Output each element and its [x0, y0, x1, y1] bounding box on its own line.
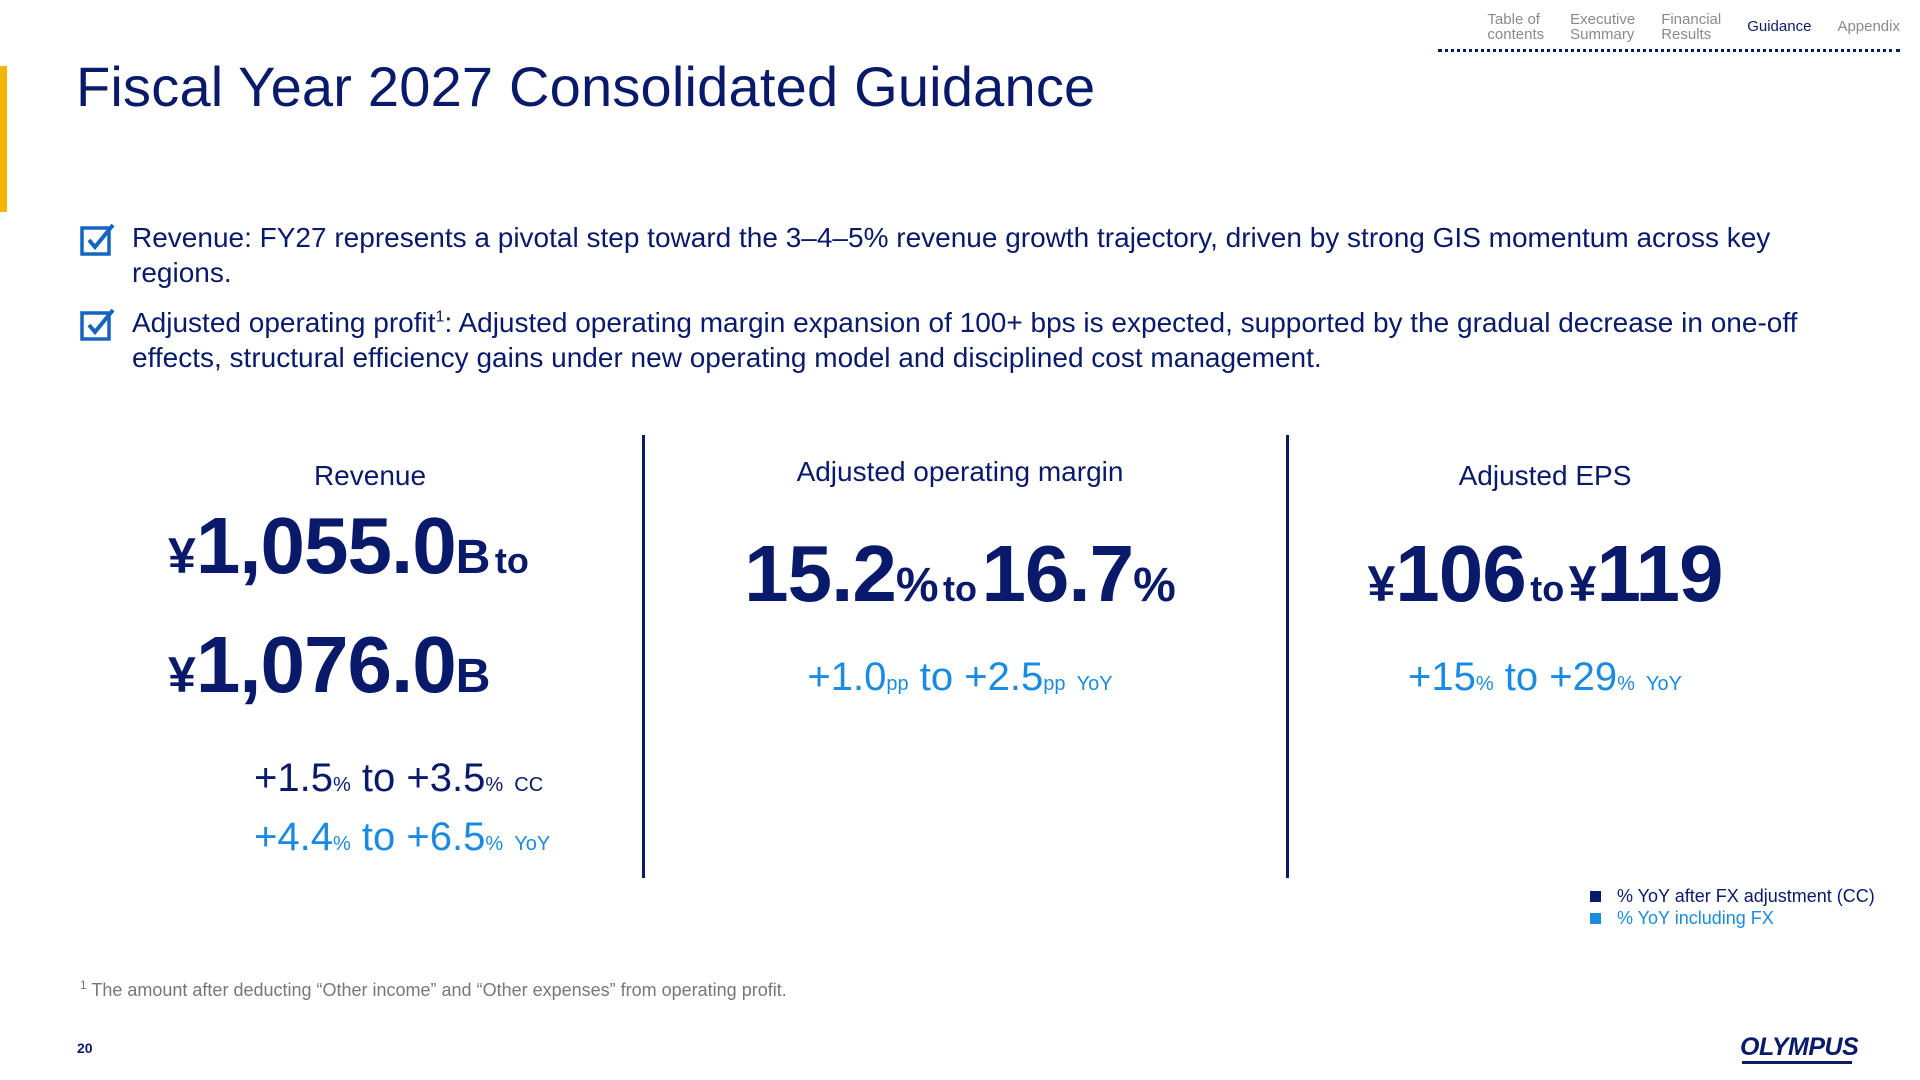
page-title: Fiscal Year 2027 Consolidated Guidance	[76, 55, 1096, 118]
bullet-list: Revenue: FY27 represents a pivotal step …	[80, 220, 1860, 390]
section-nav: Table of contents Executive Summary Fina…	[1487, 12, 1900, 42]
nav-item-financial-results[interactable]: Financial Results	[1661, 11, 1722, 43]
legend-swatch-navy	[1590, 890, 1601, 902]
revenue-column: Revenue ¥1,055.0B to ¥1,076.0B +1.5% to …	[130, 460, 610, 870]
revenue-high-value: ¥1,076.0B	[168, 620, 491, 709]
margin-range-value: 15.2% to 16.7%	[744, 529, 1176, 618]
footnote-marker: 1	[435, 308, 445, 326]
revenue-heading: Revenue	[313, 460, 427, 491]
accent-bar	[0, 66, 7, 212]
bullet-aop-body: : Adjusted operating margin expansion of…	[132, 307, 1798, 373]
revenue-cc-range: +1.5% to +3.5% CC	[254, 756, 544, 800]
bullet-adjusted-operating-profit: Adjusted operating profit1: Adjusted ope…	[80, 305, 1860, 375]
nav-item-table-of-contents[interactable]: Table of contents	[1487, 11, 1545, 43]
olympus-logo: OLYMPUS	[1740, 1033, 1859, 1061]
bullet-revenue: Revenue: FY27 represents a pivotal step …	[80, 220, 1860, 290]
nav-item-appendix[interactable]: Appendix	[1837, 18, 1900, 35]
margin-column: Adjusted operating margin 15.2% to 16.7%…	[680, 456, 1240, 710]
eps-heading: Adjusted EPS	[1458, 460, 1632, 491]
revenue-low-value: ¥1,055.0B to	[168, 501, 529, 590]
eps-column: Adjusted EPS ¥106 to ¥119 +15% to +29% Y…	[1300, 460, 1790, 710]
bullet-aop-text: Adjusted operating profit1: Adjusted ope…	[132, 305, 1860, 375]
legend-swatch-light-blue	[1590, 912, 1601, 924]
nav-item-executive-summary[interactable]: Executive Summary	[1570, 11, 1636, 43]
column-divider-left	[642, 435, 645, 878]
nav-dotted-underline	[1438, 49, 1900, 52]
bullet-aop-lead: Adjusted operating profit	[132, 307, 436, 338]
eps-yoy-range: +15% to +29% YoY	[1407, 655, 1682, 699]
legend-item-cc: % YoY after FX adjustment (CC)	[1590, 885, 1875, 907]
logo-underline	[1742, 1061, 1852, 1064]
margin-yoy-range: +1.0pp to +2.5pp YoY	[807, 655, 1113, 699]
legend-label-cc: % YoY after FX adjustment (CC)	[1617, 886, 1875, 906]
column-divider-right	[1286, 435, 1289, 878]
page-number: 20	[77, 1040, 93, 1056]
eps-range-value: ¥106 to ¥119	[1367, 529, 1723, 618]
nav-item-guidance[interactable]: Guidance	[1747, 18, 1812, 35]
footnote: 1 The amount after deducting “Other inco…	[80, 978, 787, 1000]
revenue-yoy-range: +4.4% to +6.5% YoY	[254, 815, 551, 859]
margin-heading: Adjusted operating margin	[796, 456, 1124, 487]
legend-item-fx: % YoY including FX	[1590, 907, 1875, 929]
checkbox-checked-icon	[80, 308, 115, 341]
legend: % YoY after FX adjustment (CC) % YoY inc…	[1590, 885, 1875, 929]
checkbox-checked-icon	[80, 223, 115, 256]
legend-label-fx: % YoY including FX	[1617, 908, 1774, 928]
bullet-revenue-text: Revenue: FY27 represents a pivotal step …	[132, 222, 1771, 288]
